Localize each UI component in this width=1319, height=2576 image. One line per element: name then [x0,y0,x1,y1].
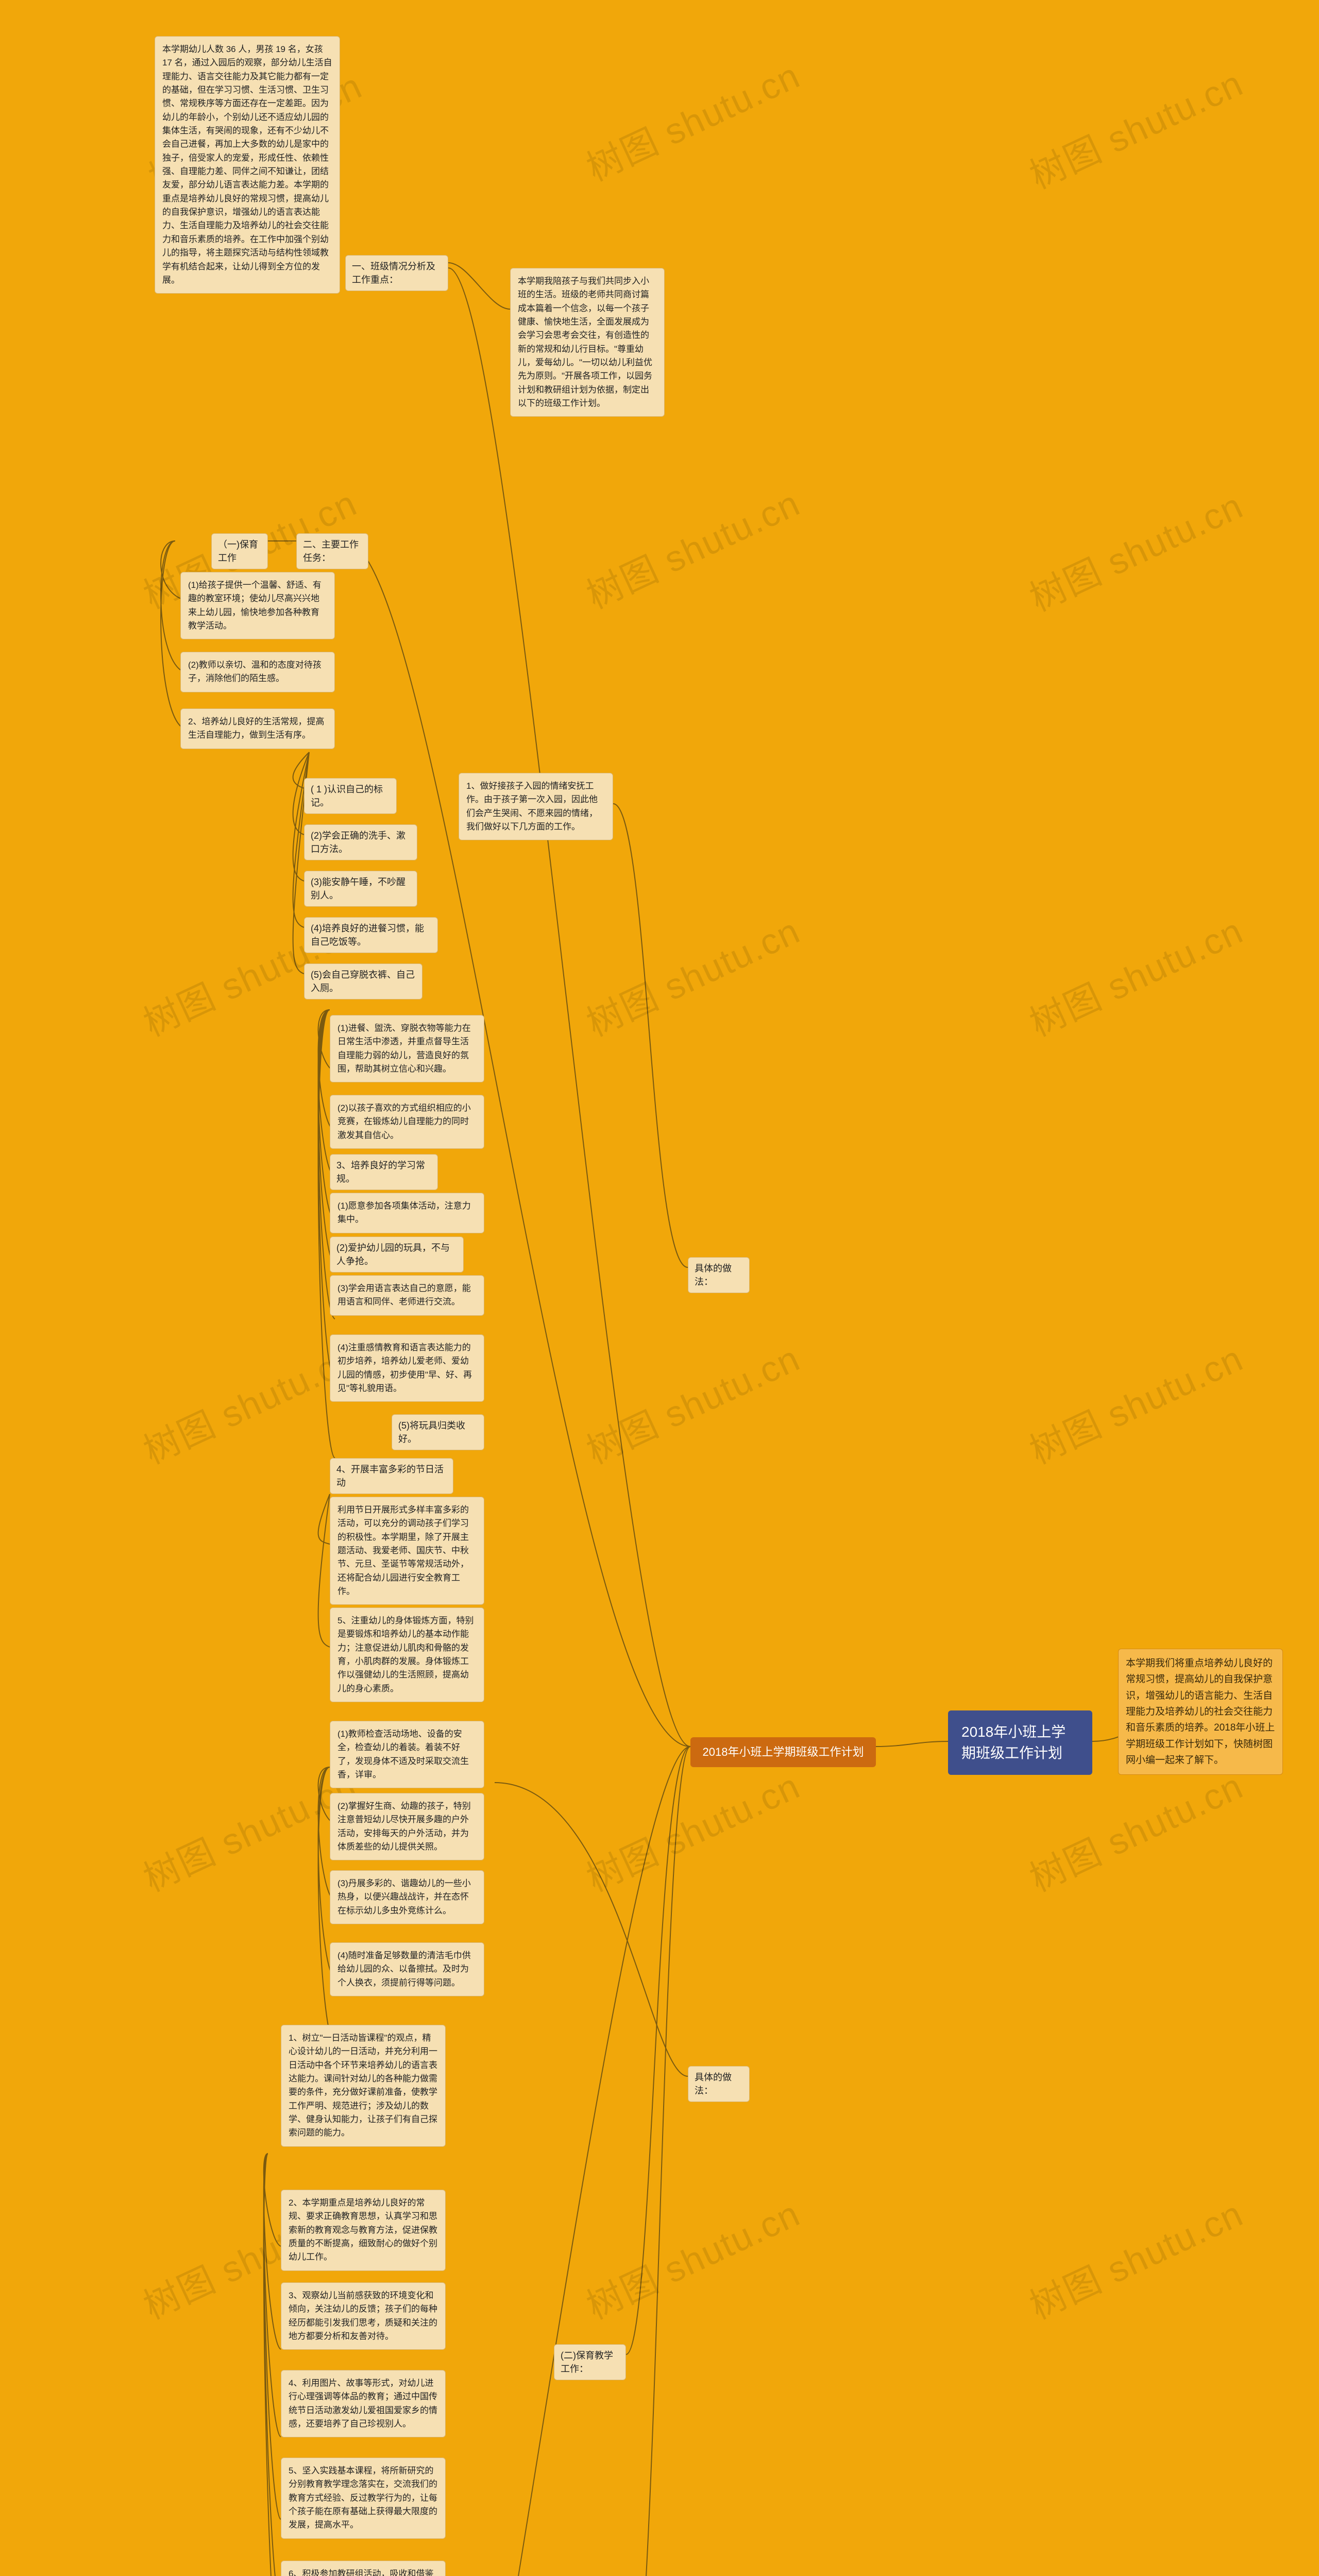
watermark: 树图 shutu.cn [1020,1757,1250,1902]
edu-4: 4、利用图片、故事等形式，对幼儿进行心理强调等体品的教育；通过中国传统节日活动激… [281,2370,446,2437]
center-node: 2018年小班上学期班级工作计划 [690,1737,876,1767]
watermark: 树图 shutu.cn [1020,2185,1250,2329]
watermark: 树图 shutu.cn [577,1757,807,1902]
title-node: 2018年小班上学期班级工作计划 [948,1710,1092,1775]
spec-5: (2)爱护幼儿园的玩具，不与人争抢。 [330,1236,464,1273]
section1-intro: 本学期我陪孩子与我们共同步入小班的生活。班级的老师共同商讨篇成本篇着一个信念，以… [510,268,665,417]
s1a-item-1: (1)给孩子提供一个温馨、舒适、有趣的教室环境；使幼儿尽高兴兴地来上幼儿园，愉快… [180,572,335,639]
section1-heading: 一、班级情况分析及工作重点： [345,255,448,291]
spec1-label: 具体的做法： [688,1257,750,1293]
s1a-item-3: 2、培养幼儿良好的生活常规，提高生活自理能力，做到生活有序。 [180,708,335,749]
spec-3: 3、培养良好的学习常规。 [330,1154,438,1190]
spec-9: 4、开展丰富多彩的节日活动 [330,1458,453,1494]
leaf-d: (4)培养良好的进餐习惯，能自己吃饭等。 [304,917,438,953]
watermark: 树图 shutu.cn [1020,902,1250,1046]
spec-1: (1)进餐、盥洗、穿脱衣物等能力在日常生活中渗透，并重点督导生活自理能力弱的幼儿… [330,1015,484,1082]
watermark: 树图 shutu.cn [577,1330,807,1474]
spec-11: 5、注重幼儿的身体锻炼方面，特别是要锻炼和培养幼儿的基本动作能力；注意促进幼儿肌… [330,1607,484,1702]
spec-7: (4)注重感情教育和语言表达能力的初步培养，培养幼儿爱老师、爱幼儿园的情感，初步… [330,1334,484,1402]
edu-6: 6、积极参加教研组活动，吸收和借鉴有关课改新观念。实施专题研究，积极付著实施，及… [281,2561,446,2576]
spec-8: (5)将玩具归类收好。 [392,1414,484,1450]
s1b-title: (二)保育教学工作： [554,2344,626,2380]
leaf-e: (5)会自己穿脱衣裤、自己入厕。 [304,963,422,999]
edu-2: 2、本学期重点是培养幼儿良好的常规、要求正确教育思想，认真学习和思索新的教育观念… [281,2190,446,2271]
watermark: 树图 shutu.cn [1020,1330,1250,1474]
s1a-title: （一)保育工作 [211,533,268,569]
watermark: 树图 shutu.cn [1020,477,1250,621]
watermark: 树图 shutu.cn [577,474,807,619]
edu-1: 1、树立"一日活动皆课程"的观点，精心设计幼儿的一日活动，并充分利用一日活动中各… [281,2025,446,2147]
class-description: 本学期幼儿人数 36 人，男孩 19 名，女孩 17 名，通过入园后的观察，部分… [155,36,340,294]
spec-4: (1)愿意参加各项集体活动，注意力集中。 [330,1193,484,1233]
watermark: 树图 shutu.cn [577,47,807,191]
h-1: (1)教师检查活动场地、设备的安全，检查幼儿的着装。着装不好了，发现身体不适及时… [330,1721,484,1788]
watermark: 树图 shutu.cn [1020,55,1250,199]
right-description: 本学期我们将重点培养幼儿良好的常规习惯，提高幼儿的自我保护意识，增强幼儿的语言能… [1118,1649,1283,1775]
watermark: 树图 shutu.cn [577,902,807,1046]
s1a-item-2: (2)教师以亲切、温和的态度对待孩子，消除他们的陌生感。 [180,652,335,692]
para-safety: 1、做好接孩子入园的情绪安抚工作。由于孩子第一次入园，因此他们会产生哭闹、不愿来… [459,773,613,840]
s2-heading: 二、主要工作任务： [296,533,368,569]
spec2-label: 具体的做法： [688,2066,750,2102]
edu-5: 5、坚入实践基本课程，将所新研究的分别教育教学理念落实在，交流我们的教育方式经验… [281,2458,446,2539]
h-3: (3)丹展多彩的、谐趣幼儿的一些小热身，以便兴趣战战许，并在态怀在标示幼儿多虫外… [330,1870,484,1924]
leaf-a: ( 1 )认识自己的标记。 [304,778,397,814]
h-4: (4)随时准备足够数量的清洁毛巾供给幼儿园的众、以备擦拭。及时为个人换衣，须提前… [330,1942,484,1996]
watermark: 树图 shutu.cn [577,2185,807,2329]
leaf-c: (3)能安静午睡，不吵醒别人。 [304,871,417,907]
spec-10: 利用节日开展形式多样丰富多彩的活动，可以充分的调动孩子们学习的积极性。本学期里，… [330,1497,484,1605]
leaf-b: (2)学会正确的洗手、漱口方法。 [304,824,417,860]
spec-6: (3)学会用语言表达自己的意愿，能用语言和同伴、老师进行交流。 [330,1275,484,1316]
spec-2: (2)以孩子喜欢的方式组织相应的小竞赛，在锻炼幼儿自理能力的同时激发其自信心。 [330,1095,484,1149]
edu-3: 3、观察幼儿当前感获致的环境变化和倾向，关注幼儿的反馈；孩子们的每种经历都能引发… [281,2282,446,2350]
h-2: (2)掌握好生商、幼趣的孩子，特别注意普短幼儿尽快开展多趣的户外活动，安排每天的… [330,1793,484,1860]
